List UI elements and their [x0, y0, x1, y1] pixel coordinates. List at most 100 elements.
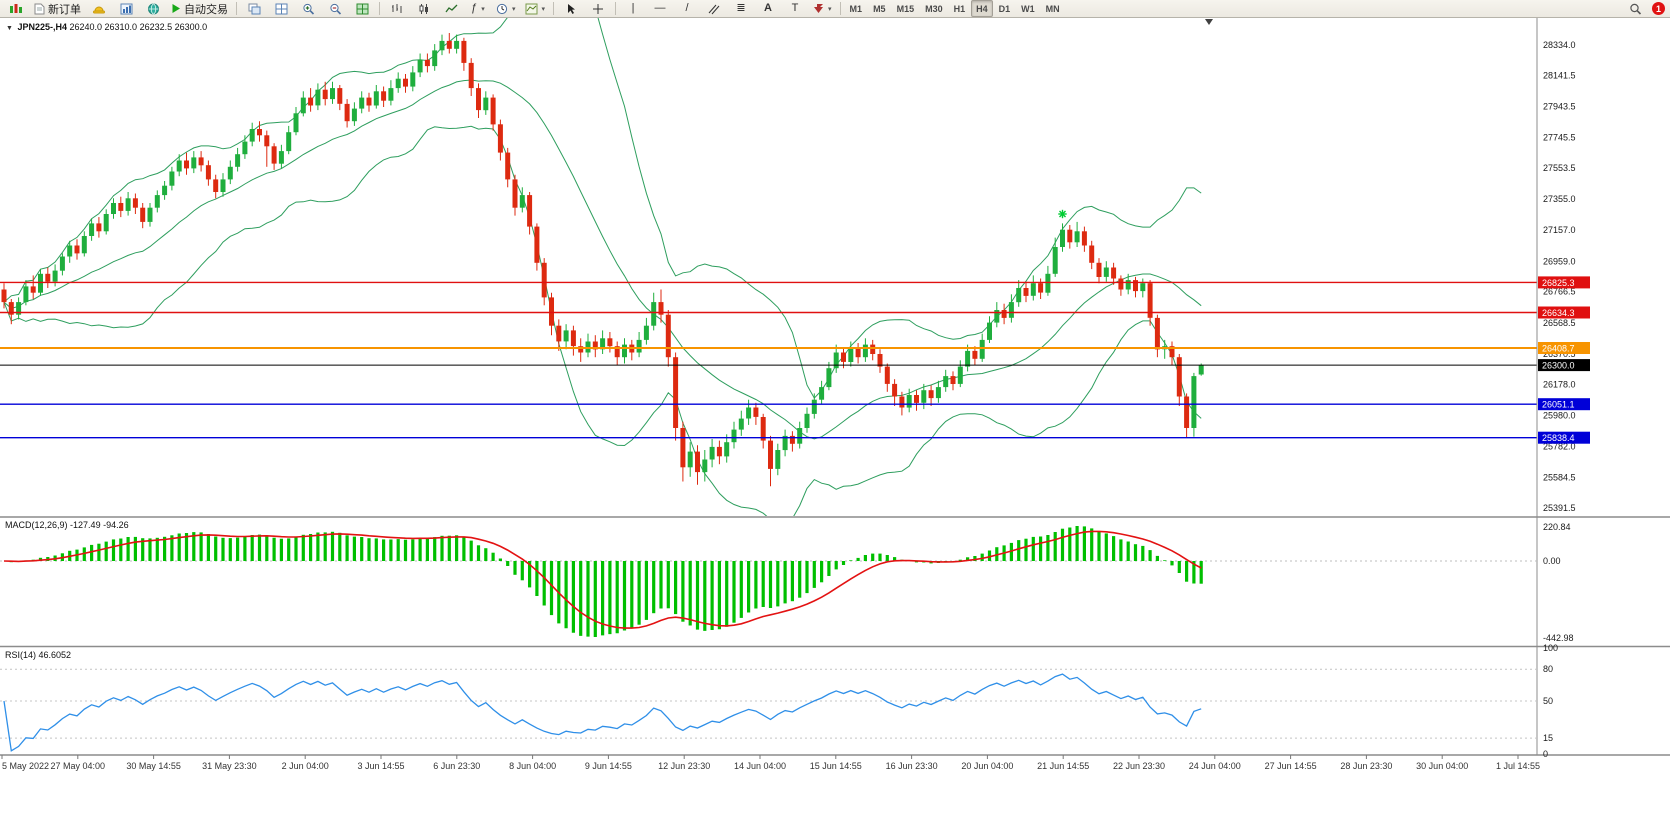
crosshair-tool-button[interactable] — [585, 0, 611, 18]
price-axis-label: 28334.0 — [1543, 40, 1576, 50]
time-axis-label: 6 Jun 23:30 — [433, 761, 480, 771]
trendline-tool-button[interactable]: / — [674, 0, 700, 18]
timeframe-m5-button[interactable]: M5 — [873, 3, 886, 14]
search-button[interactable] — [1622, 0, 1648, 18]
toolbar-separator — [379, 2, 380, 15]
rsi-indicator-name: RSI(14) — [5, 650, 37, 660]
timeframe-m30-button[interactable]: M30 — [925, 3, 943, 14]
charts-button[interactable] — [113, 0, 139, 18]
price-tag — [1538, 431, 1590, 444]
timeframe-mn-button[interactable]: MN — [1045, 3, 1060, 14]
vertical-line-tool-button[interactable]: | — [620, 0, 646, 18]
line-chart-type-button[interactable] — [438, 0, 464, 18]
bollinger-band-line — [3, 79, 1202, 440]
horizontal-line-tool-button[interactable]: — — [647, 0, 673, 18]
price-axis-label: 25584.5 — [1543, 473, 1576, 483]
time-axis-label: 14 Jun 04:00 — [734, 761, 786, 771]
chart-title: ▼ JPN225-,H4 26240.0 26310.0 26232.5 263… — [6, 22, 207, 32]
bar-chart-type-button[interactable] — [384, 0, 410, 18]
price-tag-label: 26408.7 — [1542, 344, 1575, 354]
time-axis-label: 27 May 04:00 — [51, 761, 106, 771]
label-tool-button[interactable]: T — [782, 0, 808, 18]
price-axis-label: 25782.0 — [1543, 442, 1576, 452]
toolbar-separator — [839, 2, 841, 15]
price-axis-label: 25391.5 — [1543, 503, 1576, 513]
price-chart-canvas[interactable]: 28334.0 28141.5 27943.5 27745.5 27553.5 27355… — [0, 18, 1670, 826]
market-button[interactable] — [140, 0, 166, 18]
new-chart-button[interactable] — [3, 0, 29, 18]
trendline-icon: / — [685, 2, 689, 14]
indicators-button[interactable]: ƒ ▾ — [465, 0, 491, 18]
indicators-icon: ƒ — [471, 2, 478, 14]
buy-star-marker — [1059, 210, 1066, 218]
time-axis-label: 21 Jun 14:55 — [1037, 761, 1089, 771]
rsi-panel-label: RSI(14) 46.6052 — [5, 650, 71, 660]
timeframe-h4-button[interactable]: H4 — [971, 0, 993, 17]
macd-signal-line — [3, 530, 1202, 629]
candle-chart-type-button[interactable] — [411, 0, 437, 18]
timeframe-h1-button[interactable]: H1 — [953, 3, 966, 14]
time-axis-label: 31 May 23:30 — [202, 761, 257, 771]
price-tag — [1538, 359, 1590, 372]
rsi-axis-label: 50 — [1543, 696, 1553, 706]
zoom-in-button[interactable] — [295, 0, 321, 18]
chevron-down-icon: ▾ — [541, 5, 546, 13]
zoom-out-button[interactable] — [322, 0, 348, 18]
fibonacci-tool-button[interactable]: ≣ — [728, 0, 754, 18]
timeframe-d1-button[interactable]: D1 — [998, 3, 1011, 14]
channel-icon — [708, 3, 720, 15]
rsi-indicator-value: 46.6052 — [38, 650, 72, 660]
chart-ohlc-values: 26240.0 26310.0 26232.5 26300.0 — [69, 22, 208, 32]
price-tag-label: 25838.4 — [1542, 433, 1575, 443]
time-axis-label: 3 Jun 14:55 — [357, 761, 404, 771]
timeframe-menu-button[interactable]: ▾ — [492, 0, 520, 18]
tile-grid-button[interactable] — [349, 0, 375, 18]
time-axis-label: 30 May 14:55 — [126, 761, 181, 771]
zoom-in-icon — [302, 3, 315, 15]
cursor-icon — [566, 3, 576, 15]
time-axis-label: 2 Jun 04:00 — [282, 761, 329, 771]
candles — [1, 33, 1204, 487]
timeframe-m15-button[interactable]: M15 — [896, 3, 915, 14]
price-axis-label: 27355.0 — [1543, 194, 1576, 204]
price-tag-label: 26051.1 — [1542, 400, 1575, 410]
toolbar-separator — [553, 2, 555, 15]
chevron-down-icon: ▾ — [481, 5, 485, 13]
charts-icon — [120, 3, 133, 15]
price-axis-label: 26959.0 — [1543, 256, 1576, 266]
window-cascade-button[interactable] — [241, 0, 267, 18]
label-tool-icon: T — [791, 2, 799, 14]
fibonacci-icon: ≣ — [736, 2, 746, 14]
price-axis-label: 27157.0 — [1543, 225, 1576, 235]
price-axis-label: 26178.0 — [1543, 379, 1576, 389]
horizontal-line-icon: — — [654, 2, 666, 14]
templates-button[interactable]: ▾ — [521, 0, 550, 18]
timeframe-w1-button[interactable]: W1 — [1021, 3, 1035, 14]
new-order-button[interactable]: 新订单 — [30, 0, 85, 18]
main-pane — [1, 18, 1204, 516]
time-axis-label: 24 Jun 04:00 — [1189, 761, 1241, 771]
rsi-axis-label: 100 — [1543, 643, 1558, 653]
line-chart-icon — [444, 3, 458, 15]
channel-tool-button[interactable] — [701, 0, 727, 18]
text-tool-button[interactable]: A — [755, 0, 781, 18]
play-icon — [171, 3, 181, 14]
price-tag-label: 26825.3 — [1542, 278, 1575, 288]
shapes-tool-button[interactable]: ▾ — [809, 0, 836, 18]
time-axis-label: 30 Jun 04:00 — [1416, 761, 1468, 771]
candlestick-icon — [418, 3, 430, 15]
new-chart-icon — [9, 3, 23, 15]
autotrade-button[interactable]: 自动交易 — [167, 0, 232, 18]
price-tag — [1538, 306, 1590, 319]
new-order-label: 新订单 — [48, 3, 81, 16]
window-tile-button[interactable] — [268, 0, 294, 18]
notification-badge[interactable]: 1 — [1652, 2, 1665, 15]
price-axis-label: 26568.5 — [1543, 318, 1576, 328]
collapse-icon[interactable]: ▼ — [6, 25, 13, 32]
time-axis-label: 16 Jun 23:30 — [886, 761, 938, 771]
autotrade-label: 自动交易 — [184, 3, 228, 16]
metaeditor-button[interactable] — [86, 0, 112, 18]
cursor-tool-button[interactable] — [558, 0, 584, 18]
timeframe-m1-button[interactable]: M1 — [849, 3, 863, 14]
